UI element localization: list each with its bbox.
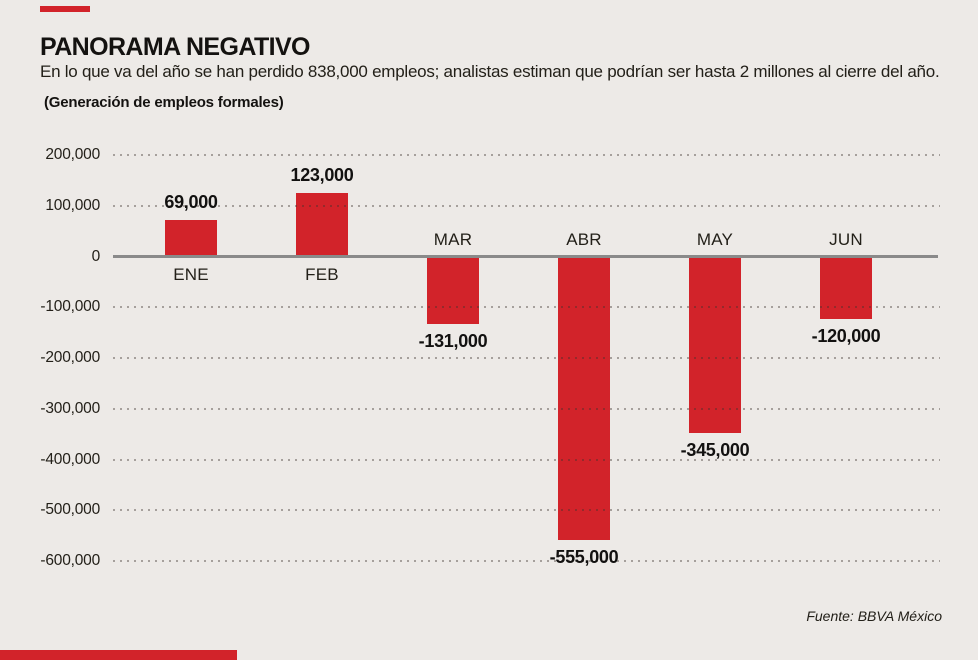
gridline (113, 154, 940, 156)
gridline (113, 306, 940, 309)
gridline (113, 407, 940, 410)
value-label-mar: -131,000 (418, 331, 488, 352)
category-label-abr: ABR (566, 229, 602, 249)
value-label-feb: 123,000 (290, 164, 354, 185)
value-label-may: -345,000 (680, 440, 750, 461)
y-axis-label: -100,000 (40, 298, 100, 316)
y-axis-label: -200,000 (40, 349, 100, 366)
bar-feb (296, 192, 348, 255)
value-label-ene: 69,000 (164, 191, 218, 212)
category-label-feb: FEB (305, 264, 339, 284)
y-axis-label: -400,000 (40, 450, 100, 468)
axis-units-note: (Generación de empleos formales) (44, 94, 284, 111)
chart-title: PANORAMA NEGATIVO (40, 33, 310, 61)
y-axis-label: -300,000 (40, 399, 100, 417)
gridline (113, 357, 940, 359)
y-axis-label: 200,000 (45, 146, 100, 163)
source-credit: Fuente: BBVA México (806, 608, 942, 624)
bar-may (689, 258, 741, 434)
gridline (113, 204, 940, 207)
bar-ene (165, 219, 217, 255)
category-label-ene: ENE (173, 264, 209, 284)
y-axis-label: -600,000 (40, 552, 100, 569)
accent-dash (40, 6, 90, 12)
category-label-may: MAY (696, 229, 734, 249)
bar-abr (558, 258, 610, 540)
chart-subtitle: En lo que va del año se han perdido 838,… (40, 62, 940, 81)
gridline (113, 458, 940, 461)
y-axis-label: 100,000 (45, 196, 100, 214)
bar-jun (820, 258, 872, 319)
y-axis-label: -500,000 (40, 501, 100, 519)
value-label-abr: -555,000 (549, 546, 619, 567)
value-label-jun: -120,000 (811, 325, 881, 346)
category-label-mar: MAR (433, 229, 473, 249)
accent-strip (0, 650, 237, 660)
category-label-jun: JUN (829, 229, 863, 249)
gridline (113, 560, 940, 562)
gridline (113, 509, 940, 512)
bar-mar (427, 258, 479, 325)
y-axis-label: 0 (91, 247, 101, 265)
zero-axis-line (113, 255, 938, 258)
